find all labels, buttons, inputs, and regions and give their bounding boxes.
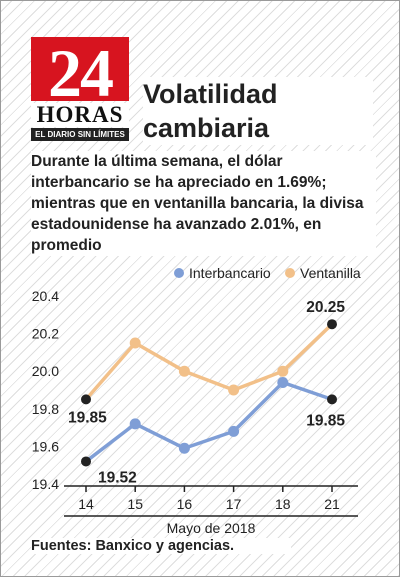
- data-point-s1-5: [327, 394, 337, 405]
- data-label: 19.85: [68, 409, 107, 426]
- x-tick-label: 21: [324, 496, 340, 512]
- data-point-s1-2: [178, 442, 190, 454]
- data-point-s1-1: [129, 418, 141, 430]
- series-line-2: [84, 322, 334, 401]
- logo-name: HORAS: [31, 103, 129, 127]
- legend-label-2: Ventanilla: [300, 265, 361, 281]
- newspaper-logo: 24 HORAS EL DIARIO SIN LÍMITES: [31, 37, 129, 141]
- x-axis-label: Mayo de 2018: [167, 520, 256, 536]
- subtitle: Durante la última semana, el dólar inter…: [31, 151, 376, 256]
- legend-marker-1: [174, 268, 184, 278]
- y-tick-label: 20.0: [32, 363, 59, 379]
- y-tick-label: 20.2: [32, 326, 59, 342]
- logo-tagline: EL DIARIO SIN LÍMITES: [31, 128, 129, 141]
- x-tick-label: 15: [127, 496, 143, 512]
- data-point-s1-4: [277, 376, 289, 388]
- series-line-1: [84, 380, 333, 463]
- data-point-s2-3: [228, 384, 240, 396]
- y-tick-label: 19.4: [32, 476, 59, 492]
- x-tick-label: 14: [78, 496, 94, 512]
- source-note: Fuentes: Banxico y agencias.: [31, 538, 291, 554]
- x-tick-label: 18: [275, 496, 291, 512]
- data-label: 19.85: [306, 412, 345, 429]
- y-tick-label: 19.6: [32, 438, 59, 454]
- data-point-s2-4: [277, 365, 289, 377]
- data-point-s1-0: [81, 456, 91, 467]
- data-point-s2-2: [178, 365, 190, 377]
- x-tick-label: 17: [226, 496, 242, 512]
- data-label: 19.52: [98, 469, 137, 486]
- x-tick-label: 16: [177, 496, 193, 512]
- logo-number: 24: [31, 37, 129, 101]
- page-title: Volatilidad cambiaria: [143, 77, 373, 145]
- data-label: 20.25: [306, 299, 345, 316]
- legend-marker-2: [285, 268, 295, 278]
- data-point-s2-0: [81, 394, 91, 405]
- data-point-s2-5: [327, 319, 337, 330]
- y-tick-label: 20.4: [32, 288, 59, 304]
- data-point-s2-1: [129, 337, 141, 349]
- y-tick-label: 19.8: [32, 401, 59, 417]
- data-point-s1-3: [228, 425, 240, 437]
- legend-label-1: Interbancario: [189, 265, 271, 281]
